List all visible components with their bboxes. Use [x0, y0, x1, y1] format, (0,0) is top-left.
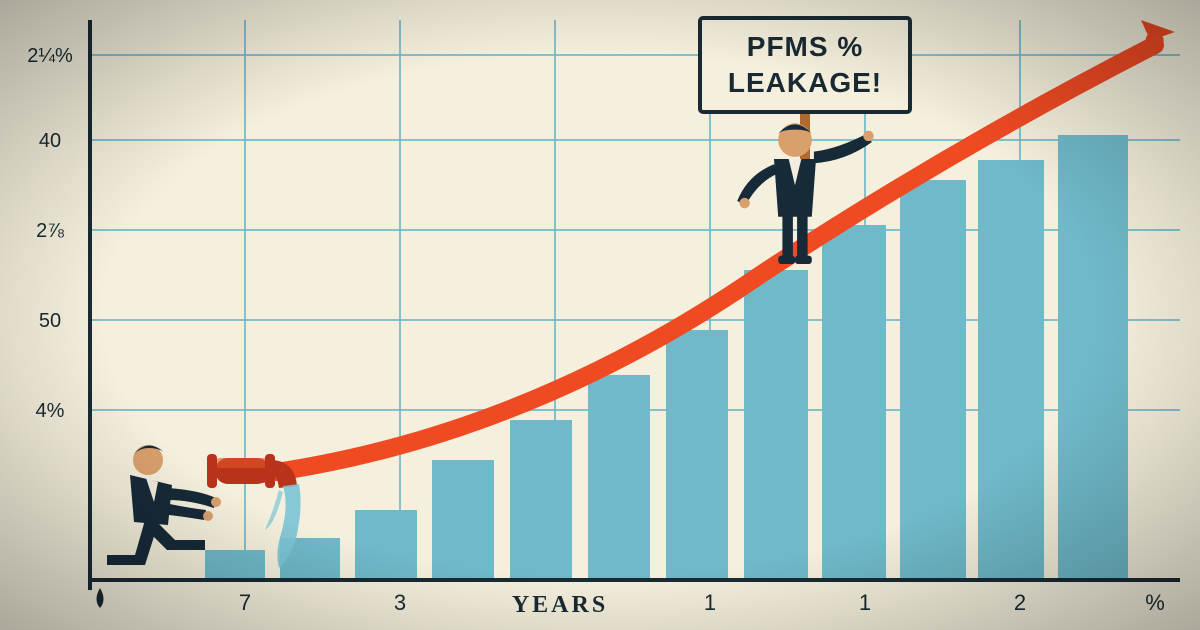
bar [205, 550, 265, 580]
x-tick-label: % [1145, 590, 1165, 615]
y-tick-label: 4% [36, 400, 65, 422]
x-tick-label: 3 [394, 590, 406, 615]
bar [900, 180, 966, 580]
x-axis-label: YEARS [512, 592, 608, 618]
x-tick-label: 2 [1014, 590, 1026, 615]
bar [1058, 135, 1128, 580]
y-tick-label: 50 [39, 310, 61, 332]
sign-line1: PFMS % [747, 31, 863, 62]
y-tick-label: 2⅞ [36, 220, 64, 242]
bar [744, 270, 808, 580]
y-tick-label: 40 [39, 130, 61, 152]
chart-svg: 2¼% 40 2⅞ 50 4% 7 3 1 1 2% YEARS PFMS % LEAKAGE! [0, 0, 1200, 630]
y-tick-label: 2¼% [27, 45, 73, 67]
chart-root: 2¼% 40 2⅞ 50 4% 7 3 1 1 2% YEARS PFMS % LEAKAGE! [0, 0, 1200, 630]
bar [510, 420, 572, 580]
bar [588, 375, 650, 580]
x-tick-label: 1 [859, 590, 871, 615]
bar [978, 160, 1044, 580]
bar [666, 330, 728, 580]
x-tick-label: 7 [239, 590, 251, 615]
bar [432, 460, 494, 580]
sign-line2: LEAKAGE! [728, 67, 882, 98]
bar [822, 225, 886, 580]
bar [355, 510, 417, 580]
x-tick-label: 1 [704, 590, 716, 615]
